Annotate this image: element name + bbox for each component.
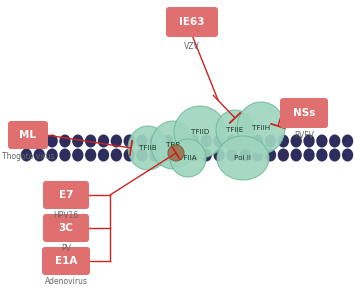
Text: HPV16: HPV16 [53, 211, 79, 220]
Ellipse shape [278, 149, 289, 162]
Ellipse shape [175, 134, 186, 147]
Ellipse shape [265, 149, 276, 162]
Text: 3C: 3C [58, 223, 73, 233]
Ellipse shape [226, 149, 238, 162]
Ellipse shape [72, 134, 84, 147]
Ellipse shape [188, 149, 199, 162]
Ellipse shape [136, 134, 148, 147]
Ellipse shape [239, 134, 251, 147]
FancyBboxPatch shape [43, 181, 89, 209]
Ellipse shape [201, 134, 212, 147]
Text: RVFV: RVFV [294, 131, 314, 140]
Ellipse shape [278, 134, 289, 147]
Ellipse shape [213, 134, 225, 147]
Ellipse shape [252, 134, 263, 147]
Ellipse shape [59, 149, 70, 162]
FancyBboxPatch shape [43, 214, 89, 242]
Text: TFIIE: TFIIE [226, 127, 244, 133]
FancyBboxPatch shape [42, 247, 90, 275]
Ellipse shape [329, 134, 341, 147]
Ellipse shape [291, 149, 302, 162]
Text: Pol II: Pol II [234, 155, 251, 161]
Ellipse shape [188, 134, 199, 147]
Text: Thogoto virus: Thogoto virus [2, 152, 54, 161]
Text: IE63: IE63 [179, 17, 205, 27]
Ellipse shape [21, 134, 32, 147]
Text: Adenovirus: Adenovirus [45, 277, 87, 286]
Ellipse shape [239, 149, 251, 162]
Ellipse shape [162, 134, 173, 147]
Ellipse shape [98, 134, 109, 147]
Ellipse shape [342, 134, 353, 147]
Ellipse shape [85, 149, 96, 162]
FancyBboxPatch shape [8, 121, 48, 149]
Ellipse shape [329, 149, 341, 162]
Text: TBP: TBP [166, 142, 180, 148]
Text: TFIIB: TFIIB [139, 145, 157, 151]
Text: ML: ML [19, 130, 36, 140]
Text: TFIIA: TFIIA [179, 155, 197, 161]
Ellipse shape [111, 134, 122, 147]
Ellipse shape [34, 134, 45, 147]
Ellipse shape [213, 149, 225, 162]
Ellipse shape [124, 149, 135, 162]
Ellipse shape [46, 149, 58, 162]
Ellipse shape [174, 106, 226, 158]
Text: TFIID: TFIID [191, 129, 209, 135]
Ellipse shape [111, 149, 122, 162]
Ellipse shape [303, 149, 315, 162]
FancyBboxPatch shape [280, 98, 328, 128]
FancyBboxPatch shape [166, 7, 218, 37]
Ellipse shape [316, 149, 327, 162]
Ellipse shape [149, 134, 160, 147]
Ellipse shape [149, 149, 160, 162]
Ellipse shape [128, 126, 168, 170]
Text: VZV: VZV [184, 42, 200, 51]
Text: TFIIH: TFIIH [252, 125, 270, 131]
Text: E7: E7 [59, 190, 73, 200]
Ellipse shape [201, 149, 212, 162]
Ellipse shape [316, 134, 327, 147]
Ellipse shape [46, 134, 58, 147]
Circle shape [168, 145, 184, 161]
Ellipse shape [72, 149, 84, 162]
Text: PV: PV [61, 244, 71, 253]
Ellipse shape [136, 149, 148, 162]
Ellipse shape [291, 134, 302, 147]
Ellipse shape [217, 136, 269, 180]
Ellipse shape [342, 149, 353, 162]
Ellipse shape [252, 149, 263, 162]
Ellipse shape [216, 110, 254, 150]
Ellipse shape [151, 121, 195, 169]
Ellipse shape [237, 102, 285, 154]
Text: NSs: NSs [293, 108, 315, 118]
Ellipse shape [162, 149, 173, 162]
Ellipse shape [265, 134, 276, 147]
Text: E1A: E1A [55, 256, 77, 266]
Ellipse shape [170, 139, 206, 177]
Ellipse shape [34, 149, 45, 162]
Ellipse shape [85, 134, 96, 147]
Ellipse shape [98, 149, 109, 162]
Ellipse shape [59, 134, 70, 147]
Ellipse shape [175, 149, 186, 162]
Ellipse shape [226, 134, 238, 147]
Ellipse shape [303, 134, 315, 147]
Ellipse shape [21, 149, 32, 162]
Ellipse shape [124, 134, 135, 147]
